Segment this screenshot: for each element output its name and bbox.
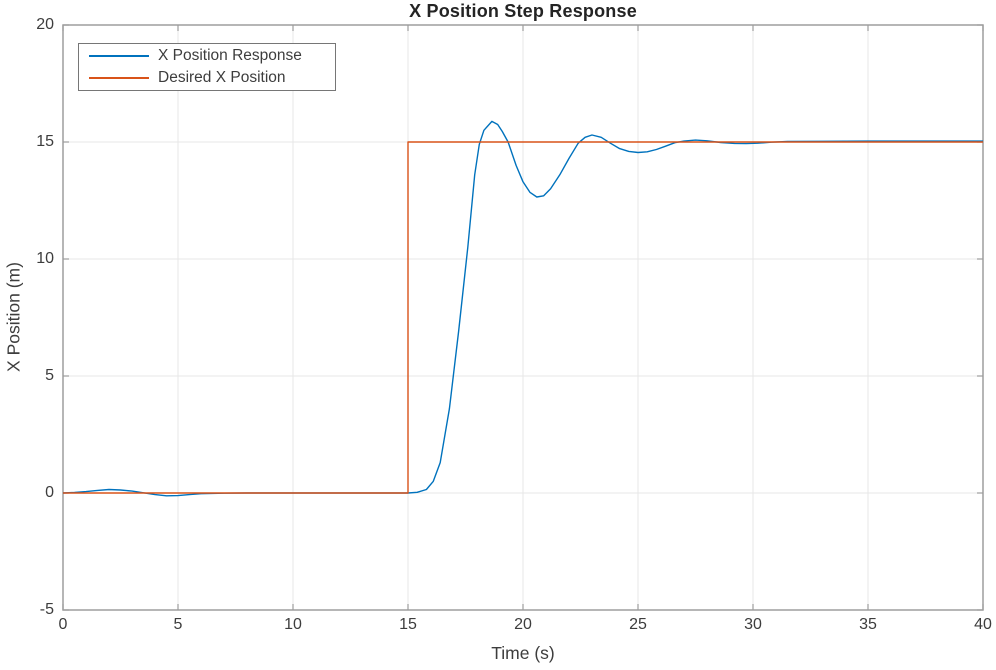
x-tick-label: 40 [974,616,992,633]
legend-label: Desired X Position [158,69,286,86]
y-tick-label: 15 [36,133,54,150]
y-axis-label: X Position (m) [3,262,24,372]
y-tick-label: 20 [36,16,54,33]
x-tick-label: 25 [629,616,647,633]
legend-line-sample [89,77,149,79]
y-tick-label: 10 [36,250,54,267]
response-line [62,120,983,497]
legend-line-sample [89,55,149,57]
legend: X Position Response Desired X Position [78,43,336,91]
legend-label: X Position Response [158,47,302,64]
desired-line [63,141,983,494]
x-tick-label: 15 [399,616,417,633]
x-tick-label: 20 [514,616,532,633]
legend-entry: Desired X Position [79,67,335,89]
x-tick-label: 35 [859,616,877,633]
legend-entry: X Position Response [79,45,335,67]
x-tick-label: 30 [744,616,762,633]
y-tick-label: 5 [45,367,54,384]
y-tick-label: -5 [39,601,54,618]
x-tick-label: 0 [58,616,68,633]
y-tick-label: 0 [45,484,54,501]
x-tick-label: 10 [284,616,302,633]
chart-title: X Position Step Response [409,1,637,21]
x-axis-label: Time (s) [491,643,555,663]
x-tick-label: 5 [173,616,183,633]
